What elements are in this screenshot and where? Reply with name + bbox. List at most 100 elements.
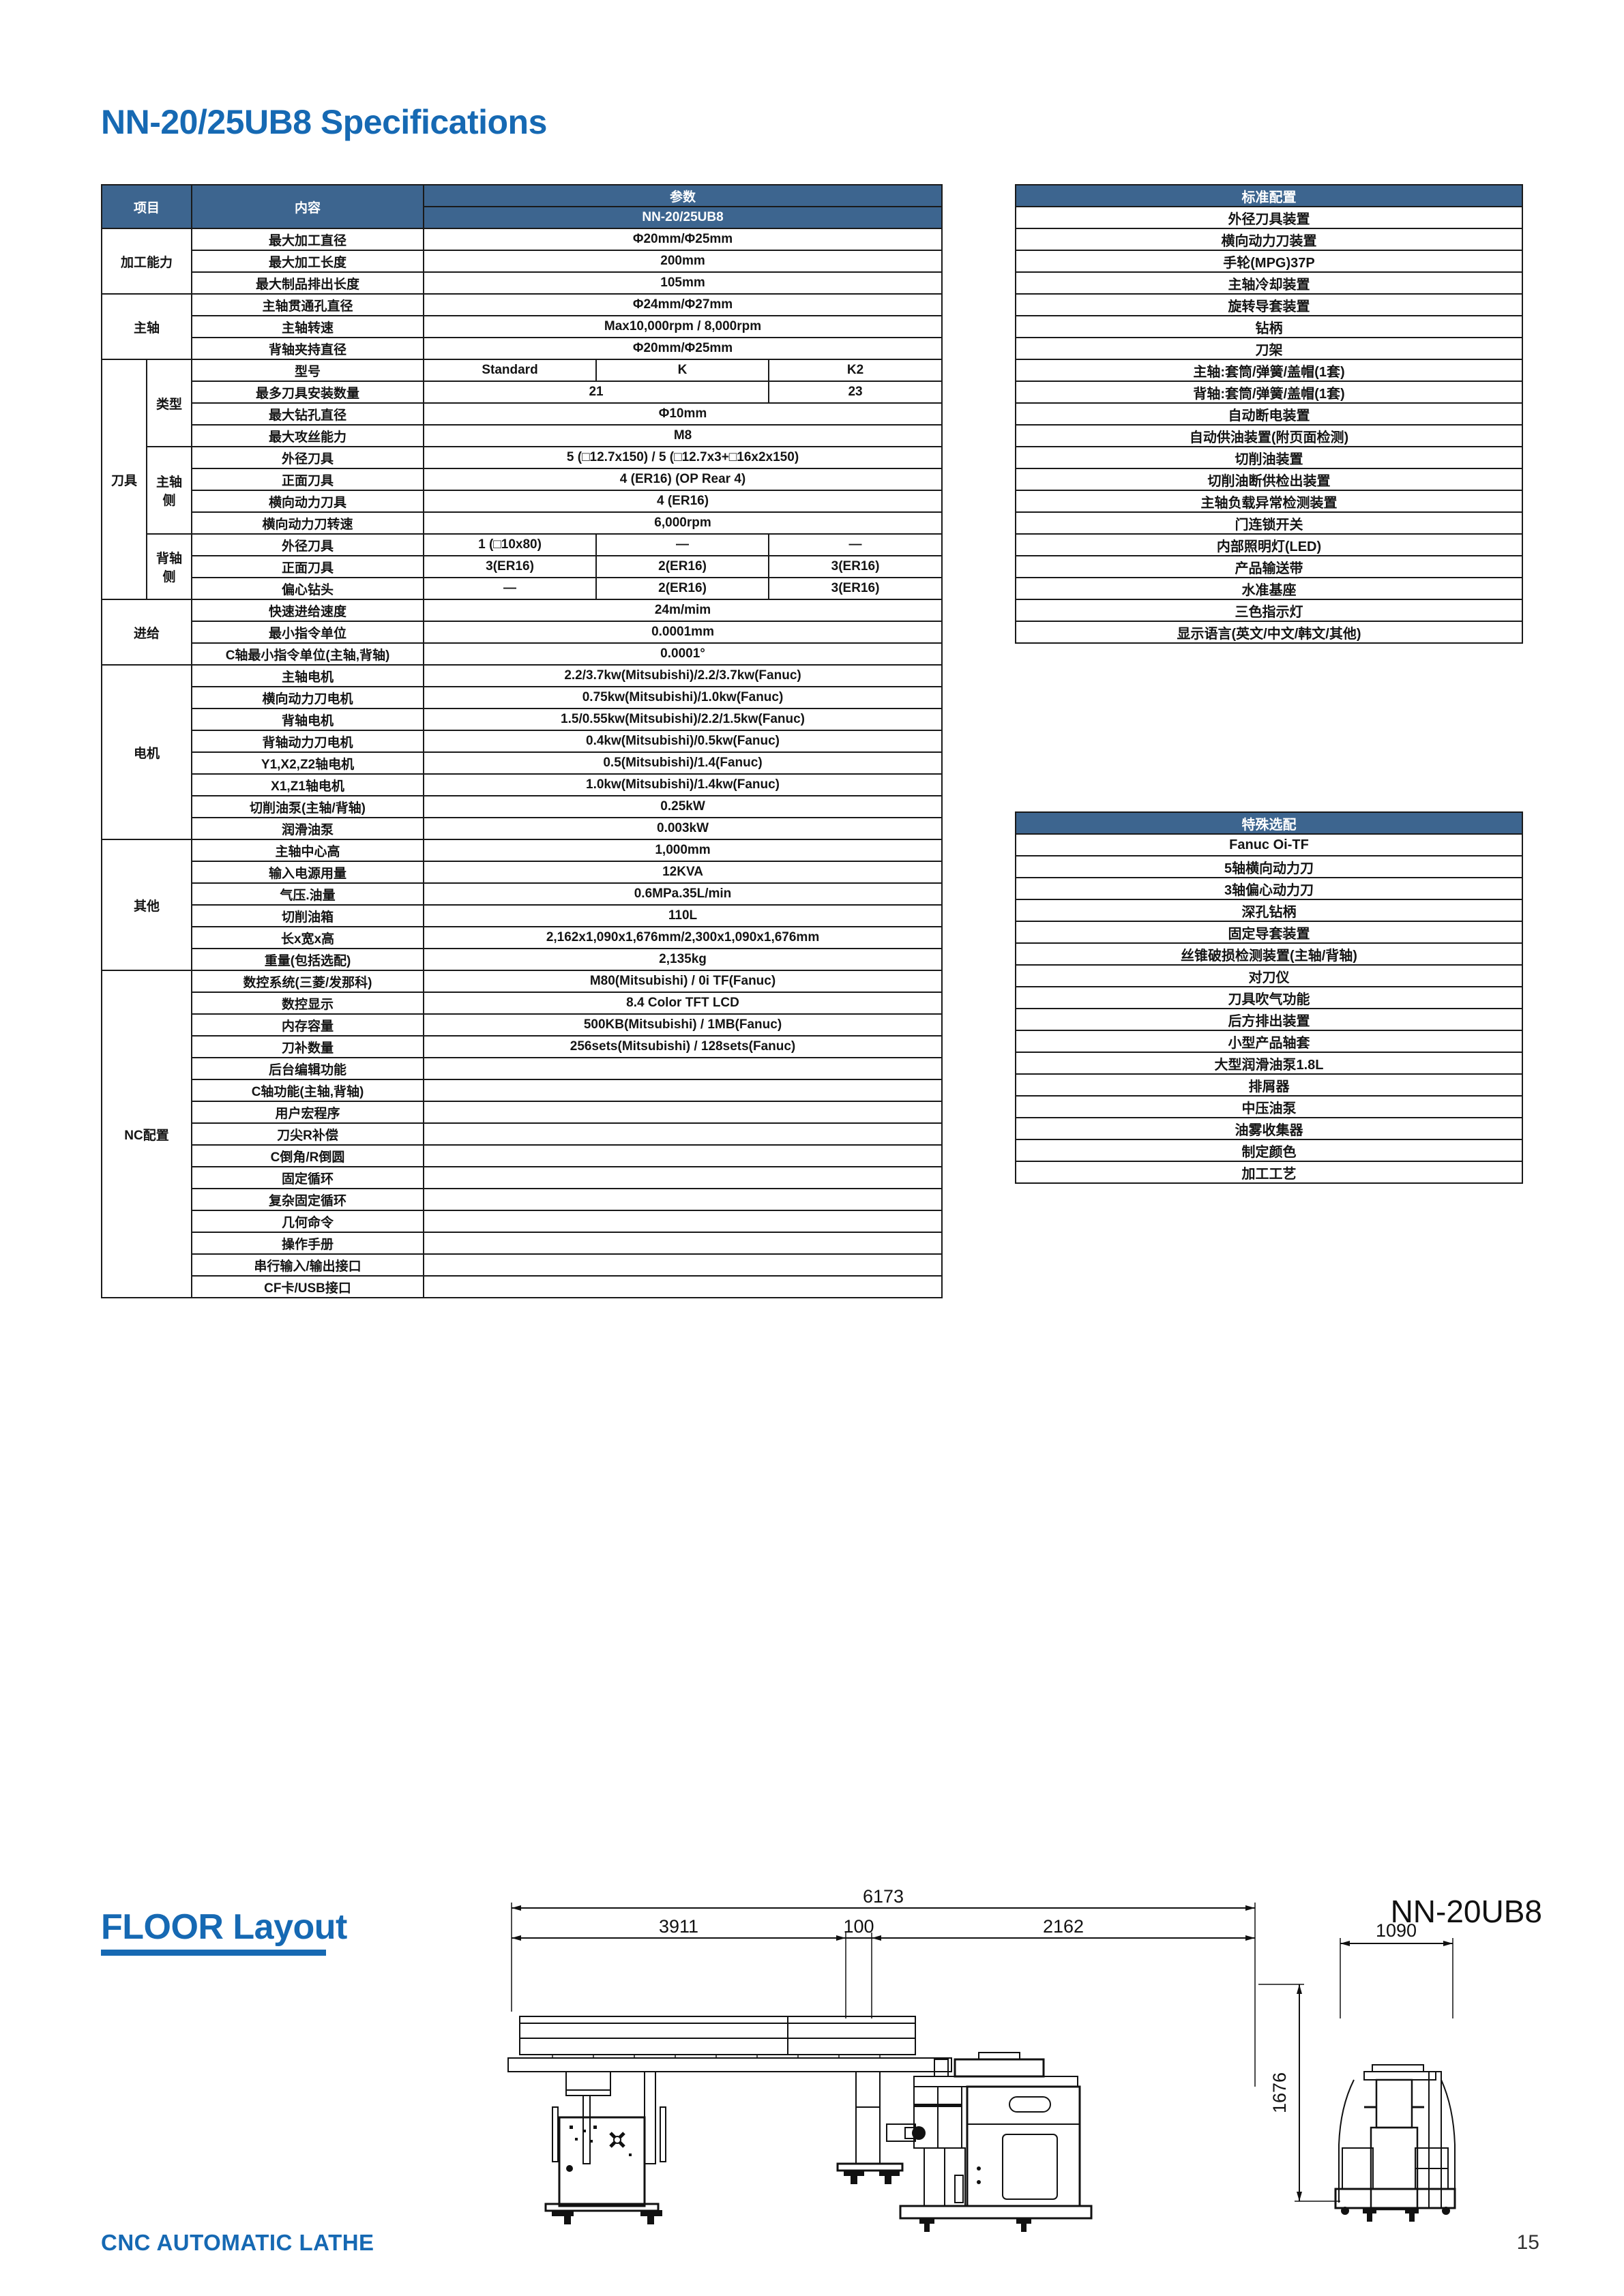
content-label: 主轴贯通孔直径	[191, 293, 425, 316]
value-cell: 0.0001mm	[423, 621, 943, 644]
dimension-machine-width	[1340, 1938, 1453, 2018]
content-label: 外径刀具	[191, 446, 425, 469]
special-options-item: 固定导套装置	[1015, 921, 1523, 944]
content-label: 背轴夹持直径	[191, 337, 425, 360]
subcategory-label: 类型	[145, 359, 193, 447]
value-cell-variant-1: 23	[768, 381, 943, 404]
standard-config-item: 主轴:套筒/弹簧/盖帽(1套)	[1015, 359, 1523, 382]
content-label: 输入电源用量	[191, 861, 425, 884]
content-label: C轴功能(主轴,背轴)	[191, 1079, 425, 1102]
special-options-row: 制定颜色	[1015, 1139, 1523, 1162]
special-options-item: 小型产品轴套	[1015, 1030, 1523, 1053]
table-row: 后台编辑功能	[102, 1057, 943, 1080]
value-cell: 4 (ER16) (OP Rear 4)	[423, 468, 943, 491]
table-header-subrow: NN-20/25UB8	[102, 206, 943, 229]
table-row: 横向动力刀电机 0.75kw(Mitsubishi)/1.0kw(Fanuc)	[102, 686, 943, 709]
table-row: C倒角/R倒圆	[102, 1144, 943, 1167]
content-label: C倒角/R倒圆	[191, 1144, 425, 1167]
content-label: 操作手册	[191, 1232, 425, 1255]
value-cell: M8	[423, 424, 943, 447]
machine-model-label: NN-20UB8	[1390, 1894, 1542, 1929]
value-cell: 0.6MPa.35L/min	[423, 882, 943, 906]
special-options-item: 3轴偏心动力刀	[1015, 877, 1523, 900]
value-cell: 0.4kw(Mitsubishi)/0.5kw(Fanuc)	[423, 730, 943, 753]
standard-config-item: 主轴冷却装置	[1015, 271, 1523, 295]
table-row: 其他 主轴中心高 1,000mm	[100, 839, 943, 971]
content-label: 刀补数量	[191, 1035, 425, 1058]
bar-feeder-drawing	[507, 2016, 952, 2224]
special-options-header-row: 特殊选配	[1015, 811, 1523, 835]
standard-config-row: 门连锁开关	[1015, 511, 1523, 535]
special-options-item: 大型润滑油泵1.8L	[1015, 1052, 1523, 1075]
content-label: 重量(包括选配)	[191, 948, 425, 971]
content-label: 几何命令	[191, 1210, 425, 1233]
content-label: 主轴中心高	[191, 839, 425, 862]
content-label: 快速进给速度	[191, 599, 425, 622]
standard-config-row: 三色指示灯	[1015, 599, 1523, 622]
dimension-label-gap: 100	[843, 1916, 874, 1937]
machine-front-view	[1334, 2064, 1456, 2222]
value-cell: Φ20mm/Φ25mm	[423, 228, 943, 251]
content-label: 刀尖R补偿	[191, 1122, 425, 1146]
content-label: 最大钻孔直径	[191, 402, 425, 426]
table-row: 刀补数量 256sets(Mitsubishi) / 128sets(Fanuc)	[102, 1035, 943, 1058]
content-label: 主轴电机	[191, 664, 425, 687]
standard-config-item: 手轮(MPG)37P	[1015, 250, 1523, 273]
content-label: Y1,X2,Z2轴电机	[191, 751, 425, 775]
content-label: 长x宽x高	[191, 926, 425, 949]
standard-config-row: 手轮(MPG)37P	[1015, 250, 1523, 273]
table-row: 背轴侧 外径刀具 1 (□10x80) — —	[102, 533, 943, 600]
value-cell: 24m/mim	[423, 599, 943, 622]
value-cell-variant-0: 1 (□10x80)	[423, 533, 597, 556]
content-label: 复杂固定循环	[191, 1188, 425, 1211]
content-label: 背轴动力刀电机	[191, 730, 425, 753]
special-options-item: 油雾收集器	[1015, 1117, 1523, 1140]
content-label: 主轴转速	[191, 315, 425, 338]
table-row: 润滑油泵 0.003kW	[102, 817, 943, 840]
content-label: 用户宏程序	[191, 1101, 425, 1124]
category-label: 其他	[100, 839, 193, 971]
special-options-row: 对刀仪	[1015, 964, 1523, 987]
content-label: 最大加工长度	[191, 250, 425, 273]
table-row: C轴功能(主轴,背轴)	[102, 1079, 943, 1102]
value-cell: 110L	[423, 904, 943, 927]
standard-config-row: 钻柄	[1015, 315, 1523, 338]
machine-side-view	[886, 2052, 1093, 2232]
special-options-item: 5轴横向动力刀	[1015, 855, 1523, 878]
category-label: 进给	[100, 599, 193, 666]
table-row: NC配置 数控系统(三菱/发那科) M80(Mitsubishi) / 0i TF(…	[100, 970, 943, 1298]
standard-config-row: 旋转导套装置	[1015, 293, 1523, 316]
table-row: 背轴夹持直径 Φ20mm/Φ25mm	[102, 337, 943, 360]
table-row: 最大制品排出长度 105mm	[102, 271, 943, 295]
value-cell: 2,162x1,090x1,676mm/2,300x1,090x1,676mm	[423, 926, 943, 949]
header-item: 项目	[100, 184, 193, 229]
value-cell: Max10,000rpm / 8,000rpm	[423, 315, 943, 338]
table-row: Y1,X2,Z2轴电机 0.5(Mitsubishi)/1.4(Fanuc)	[102, 751, 943, 775]
value-cell: Φ24mm/Φ27mm	[423, 293, 943, 316]
special-options-row: 3轴偏心动力刀	[1015, 877, 1523, 900]
floor-title-underline	[101, 1950, 326, 1956]
floor-layout-drawing: 6173 3911 100 2162 1090 1676	[507, 1886, 1456, 2232]
table-row: 刀尖R补偿	[102, 1122, 943, 1146]
special-options-table: 特殊选配 Fanuc Oi-TF 5轴横向动力刀 3轴偏心动力刀 深孔钻柄 固定导套装置丝…	[1015, 811, 1523, 1184]
value-cell-variant-0: —	[423, 577, 597, 600]
standard-config-item: 主轴负载异常检测装置	[1015, 490, 1523, 513]
content-label: 最大攻丝能力	[191, 424, 425, 447]
special-options-item: 制定颜色	[1015, 1139, 1523, 1162]
table-row: 加工能力 最大加工直径 Φ20mm/Φ25mm	[100, 228, 943, 295]
table-row: 几何命令	[102, 1210, 943, 1233]
footer-page-number: 15	[1516, 2231, 1539, 2254]
value-cell	[423, 1253, 943, 1277]
value-cell-variant-0: Standard	[423, 359, 597, 382]
value-cell: M80(Mitsubishi) / 0i TF(Fanuc)	[423, 970, 943, 993]
table-row: 主轴 主轴贯通孔直径 Φ24mm/Φ27mm	[100, 293, 943, 360]
value-cell	[423, 1144, 943, 1167]
category-label: 加工能力	[100, 228, 193, 295]
standard-config-row: 显示语言(英文/中文/韩文/其他)	[1015, 621, 1523, 644]
standard-config-item: 自动断电装置	[1015, 402, 1523, 426]
standard-config-row: 内部照明灯(LED)	[1015, 533, 1523, 556]
standard-config-item: 切削油断供检出装置	[1015, 468, 1523, 491]
table-row: 偏心钻头 —2(ER16) 3(ER16)	[102, 577, 943, 600]
value-cell	[423, 1188, 943, 1211]
table-row: 输入电源用量 12KVA	[102, 861, 943, 884]
